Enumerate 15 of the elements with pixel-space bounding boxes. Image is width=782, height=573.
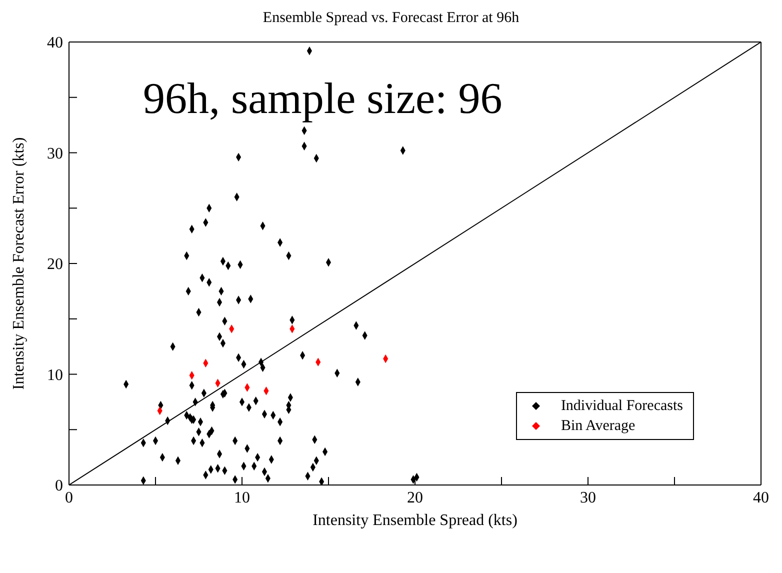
y-tick-label: 30 bbox=[47, 145, 63, 162]
y-tick-label: 40 bbox=[47, 34, 63, 52]
x-tick-label: 20 bbox=[407, 489, 423, 506]
y-tick-label: 20 bbox=[47, 256, 63, 274]
annotation: 96h, sample size: 96 bbox=[143, 73, 502, 124]
x-tick-label: 40 bbox=[753, 489, 769, 506]
legend-label: Individual Forecasts bbox=[560, 397, 683, 416]
y-axis-title: Intensity Ensemble Forecast Error (kts) bbox=[10, 137, 28, 390]
chart-title: Ensemble Spread vs. Forecast Error at 96h bbox=[262, 10, 520, 27]
x-tick-label: 10 bbox=[234, 489, 250, 506]
legend-label: Bin Average bbox=[560, 417, 636, 436]
x-axis-title: Intensity Ensemble Spread (kts) bbox=[312, 512, 518, 529]
x-tick-label: 30 bbox=[580, 489, 596, 506]
y-tick-label: 10 bbox=[47, 366, 63, 384]
y-tick-label: 0 bbox=[55, 478, 63, 495]
